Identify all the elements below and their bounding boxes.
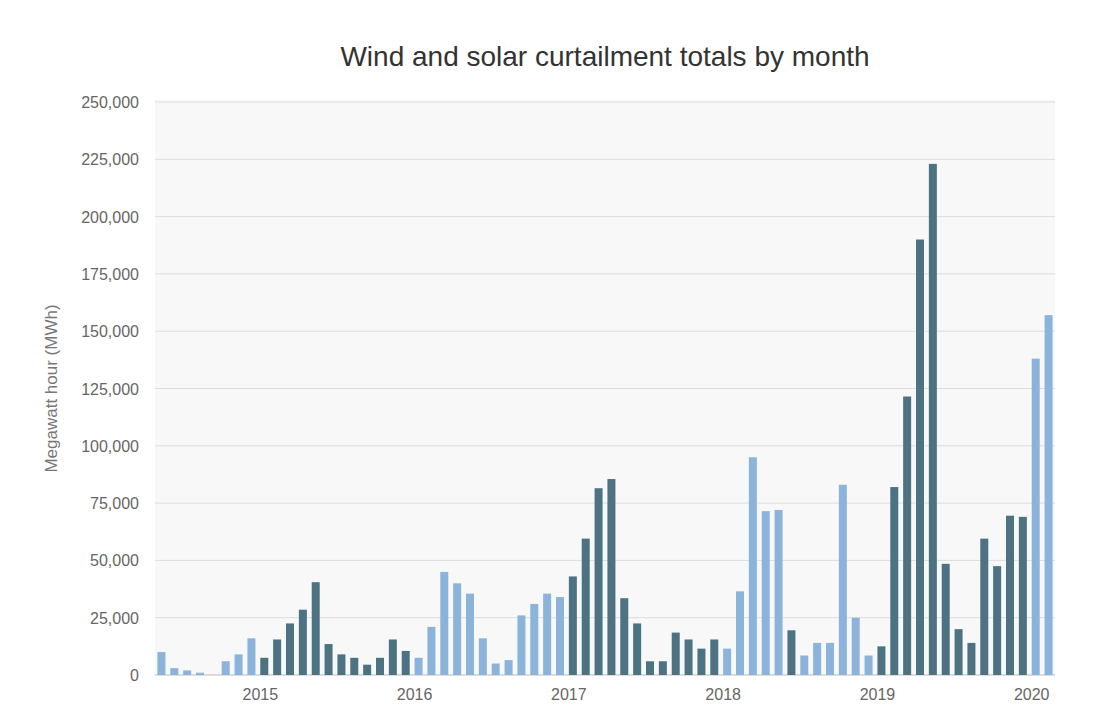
bar bbox=[492, 664, 500, 675]
bar bbox=[209, 675, 217, 676]
bar bbox=[787, 630, 795, 675]
bar bbox=[543, 594, 551, 675]
bar bbox=[967, 643, 975, 675]
bar bbox=[762, 511, 770, 675]
y-tick-label: 225,000 bbox=[81, 151, 139, 168]
chart: Wind and solar curtailment totals by mon… bbox=[0, 0, 1117, 720]
y-tick-label: 25,000 bbox=[90, 610, 139, 627]
x-tick-label: 2015 bbox=[242, 686, 278, 703]
grid-line bbox=[155, 159, 1055, 160]
bar bbox=[775, 510, 783, 675]
plot-background bbox=[155, 100, 1055, 675]
bar bbox=[286, 623, 294, 675]
bar bbox=[312, 582, 320, 675]
bar bbox=[350, 658, 358, 675]
y-tick-label: 100,000 bbox=[81, 438, 139, 455]
y-tick-label: 75,000 bbox=[90, 495, 139, 512]
bar bbox=[980, 539, 988, 675]
grid-line bbox=[155, 102, 1055, 103]
bar bbox=[157, 652, 165, 675]
bar bbox=[260, 658, 268, 675]
bar bbox=[749, 457, 757, 675]
bar bbox=[479, 638, 487, 675]
bar bbox=[685, 639, 693, 675]
bar bbox=[505, 660, 513, 675]
y-tick-label: 150,000 bbox=[81, 323, 139, 340]
bar bbox=[530, 604, 538, 675]
bar bbox=[595, 488, 603, 675]
title: Wind and solar curtailment totals by mon… bbox=[340, 41, 869, 72]
bar bbox=[325, 644, 333, 675]
x-tick-label: 2016 bbox=[397, 686, 433, 703]
bar bbox=[877, 646, 885, 675]
bar bbox=[1006, 516, 1014, 675]
bar bbox=[955, 629, 963, 675]
bar bbox=[672, 633, 680, 675]
bar bbox=[273, 639, 281, 675]
bar bbox=[890, 487, 898, 675]
bar bbox=[865, 656, 873, 675]
bar bbox=[389, 639, 397, 675]
y-tick-label: 175,000 bbox=[81, 266, 139, 283]
x-tick-label: 2020 bbox=[1014, 686, 1050, 703]
bar bbox=[170, 668, 178, 675]
bar bbox=[440, 572, 448, 675]
bar bbox=[299, 610, 307, 675]
bar bbox=[659, 661, 667, 675]
bar bbox=[852, 618, 860, 675]
y-tick-label: 200,000 bbox=[81, 209, 139, 226]
bar bbox=[376, 658, 384, 675]
grid-line bbox=[155, 216, 1055, 217]
bar bbox=[582, 539, 590, 675]
bar bbox=[607, 479, 615, 675]
bar bbox=[1045, 315, 1053, 675]
bar bbox=[1019, 517, 1027, 675]
y-tick-label: 250,000 bbox=[81, 94, 139, 111]
bar bbox=[569, 576, 577, 675]
bar bbox=[813, 643, 821, 675]
bar bbox=[942, 564, 950, 675]
bar bbox=[235, 654, 243, 675]
x-tick-label: 2017 bbox=[551, 686, 587, 703]
bar bbox=[903, 397, 911, 675]
bar bbox=[337, 654, 345, 675]
y-tick-label: 0 bbox=[130, 667, 139, 684]
y-tick-label: 125,000 bbox=[81, 381, 139, 398]
bar bbox=[517, 615, 525, 675]
bar bbox=[222, 661, 230, 675]
bar bbox=[247, 638, 255, 675]
bar bbox=[415, 658, 423, 675]
bar bbox=[402, 651, 410, 675]
bar bbox=[427, 627, 435, 675]
bar bbox=[916, 240, 924, 675]
y-axis-label: Megawatt hour (MWh) bbox=[42, 304, 61, 472]
x-tick-label: 2018 bbox=[705, 686, 741, 703]
bar bbox=[453, 583, 461, 675]
bar bbox=[556, 597, 564, 675]
bars bbox=[157, 164, 1052, 675]
bar bbox=[363, 665, 371, 675]
bar bbox=[993, 566, 1001, 675]
bar bbox=[183, 670, 191, 675]
bar bbox=[723, 649, 731, 675]
y-tick-label: 50,000 bbox=[90, 552, 139, 569]
bar bbox=[839, 485, 847, 675]
bar bbox=[466, 594, 474, 675]
bar bbox=[929, 164, 937, 675]
bar bbox=[646, 661, 654, 675]
bar bbox=[196, 673, 204, 675]
x-tick-label: 2019 bbox=[860, 686, 896, 703]
bar bbox=[710, 639, 718, 675]
bar bbox=[826, 643, 834, 675]
bar bbox=[736, 591, 744, 675]
bar bbox=[1032, 359, 1040, 675]
bar bbox=[697, 649, 705, 675]
bar bbox=[633, 623, 641, 675]
bar bbox=[620, 598, 628, 675]
bar bbox=[800, 656, 808, 675]
